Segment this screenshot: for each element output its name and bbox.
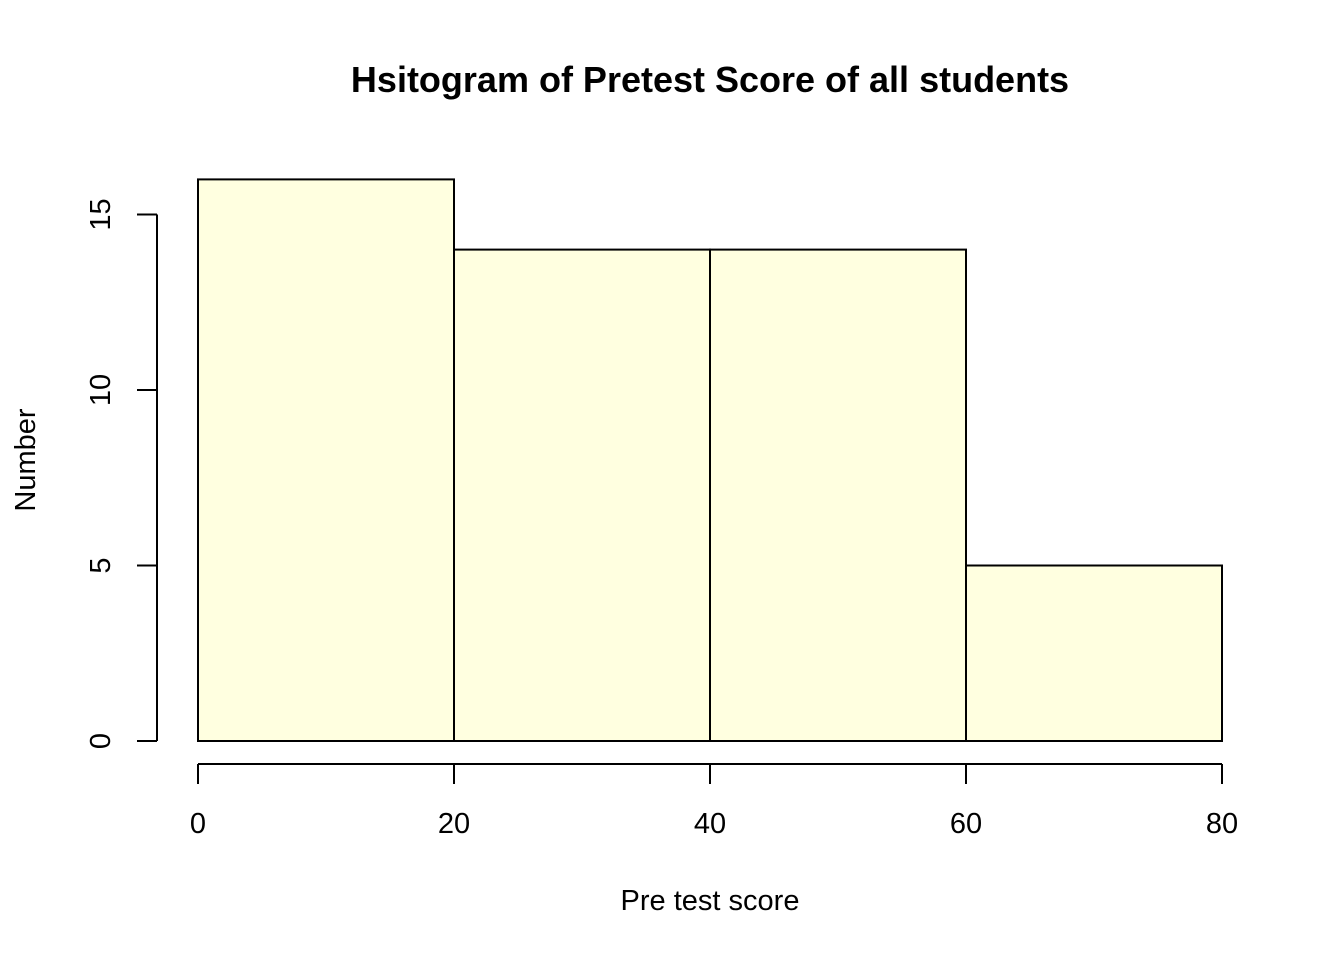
histogram-bar-2 xyxy=(709,248,967,742)
y-axis-title: Number xyxy=(10,408,42,511)
y-tick-label: 5 xyxy=(85,557,117,573)
histogram-bar-1 xyxy=(453,248,711,742)
bars-group xyxy=(197,178,1223,742)
histogram-bar-3 xyxy=(965,564,1223,742)
x-tick-label: 40 xyxy=(694,808,726,840)
y-tick-label: 15 xyxy=(85,198,117,230)
x-axis-title: Pre test score xyxy=(621,885,800,917)
x-tick-label: 80 xyxy=(1206,808,1238,840)
x-tick-label: 20 xyxy=(438,808,470,840)
x-tick-label: 0 xyxy=(190,808,206,840)
y-tick-label: 10 xyxy=(85,374,117,406)
x-axis: 0 20 40 60 80 xyxy=(190,763,1238,840)
x-tick-label: 60 xyxy=(950,808,982,840)
y-axis: 0 5 10 15 xyxy=(85,198,158,749)
histogram-bar-0 xyxy=(197,178,455,742)
chart-title: Hsitogram of Pretest Score of all studen… xyxy=(351,59,1069,100)
y-tick-label: 0 xyxy=(85,733,117,749)
